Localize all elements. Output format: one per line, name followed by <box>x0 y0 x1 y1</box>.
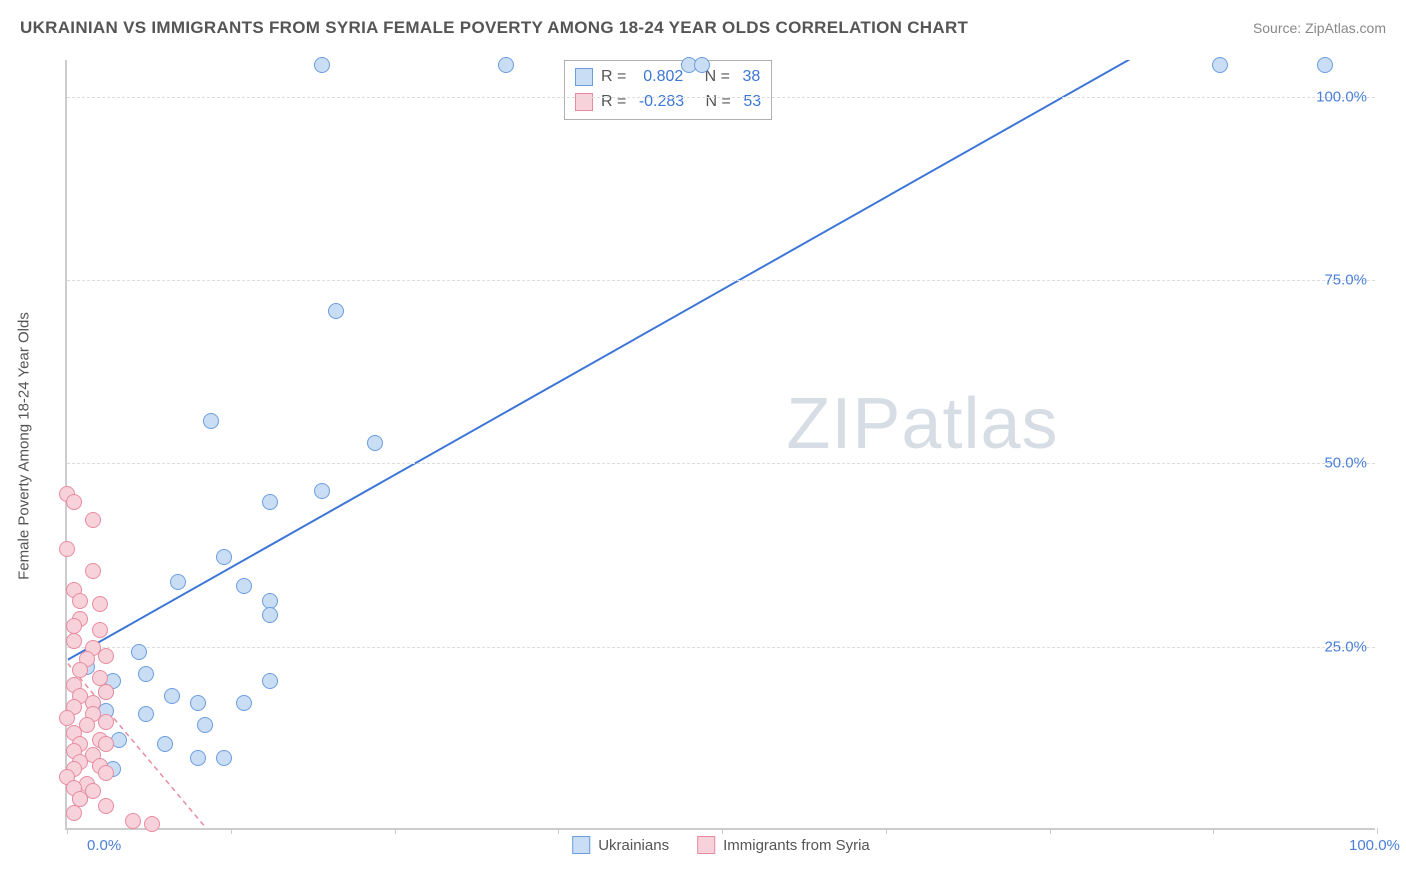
x-minor-tick-mark <box>558 828 559 834</box>
scatter-point <box>170 574 186 590</box>
scatter-point <box>92 670 108 686</box>
x-tick-mark <box>1377 828 1378 834</box>
scatter-point <box>98 798 114 814</box>
plot-area: ZIPatlas R = 0.802 N = 38 R = -0.283 N =… <box>65 60 1375 830</box>
stats-n-value-0: 38 <box>742 65 760 90</box>
legend-swatch-0 <box>572 836 590 854</box>
y-tick-label: 100.0% <box>1316 88 1367 105</box>
x-minor-tick-mark <box>886 828 887 834</box>
chart-title: UKRAINIAN VS IMMIGRANTS FROM SYRIA FEMAL… <box>20 18 968 38</box>
stats-n-value-1: 53 <box>743 90 761 115</box>
scatter-point <box>498 57 514 73</box>
scatter-point <box>236 695 252 711</box>
x-tick-label: 100.0% <box>1349 837 1400 854</box>
scatter-point <box>190 750 206 766</box>
scatter-point <box>164 688 180 704</box>
scatter-point <box>98 684 114 700</box>
scatter-point <box>367 435 383 451</box>
x-minor-tick-mark <box>395 828 396 834</box>
scatter-point <box>92 622 108 638</box>
y-axis-label: Female Poverty Among 18-24 Year Olds <box>16 312 33 580</box>
trend-lines <box>67 60 1375 828</box>
watermark-bold: ZIP <box>786 384 901 464</box>
stats-r-value-0: 0.802 <box>639 65 683 90</box>
scatter-point <box>328 303 344 319</box>
stats-r-label-1: R = <box>601 90 631 115</box>
legend-item-0: Ukrainians <box>572 836 669 854</box>
stats-r-label-0: R = <box>601 65 631 90</box>
legend-label-1: Immigrants from Syria <box>723 837 870 854</box>
gridline-h <box>67 280 1375 281</box>
x-minor-tick-mark <box>231 828 232 834</box>
scatter-point <box>262 673 278 689</box>
gridline-h <box>67 647 1375 648</box>
scatter-point <box>59 710 75 726</box>
gridline-h <box>67 97 1375 98</box>
scatter-point <box>85 563 101 579</box>
x-minor-tick-mark <box>1213 828 1214 834</box>
scatter-point <box>66 494 82 510</box>
scatter-point <box>262 607 278 623</box>
x-tick-mark <box>67 828 68 834</box>
scatter-point <box>1212 57 1228 73</box>
scatter-point <box>72 791 88 807</box>
source-attribution: Source: ZipAtlas.com <box>1253 20 1386 36</box>
scatter-point <box>98 736 114 752</box>
scatter-point <box>262 494 278 510</box>
y-tick-label: 75.0% <box>1324 272 1367 289</box>
gridline-h <box>67 463 1375 464</box>
scatter-point <box>131 644 147 660</box>
scatter-point <box>85 512 101 528</box>
watermark-thin: atlas <box>901 384 1058 464</box>
scatter-point <box>66 633 82 649</box>
stats-n-label-1: N = <box>692 90 735 115</box>
scatter-point <box>66 618 82 634</box>
scatter-point <box>125 813 141 829</box>
y-tick-label: 25.0% <box>1324 638 1367 655</box>
scatter-point <box>190 695 206 711</box>
legend-label-0: Ukrainians <box>598 837 669 854</box>
bottom-legend: Ukrainians Immigrants from Syria <box>572 836 870 854</box>
scatter-point <box>72 593 88 609</box>
scatter-point <box>203 413 219 429</box>
x-minor-tick-mark <box>1050 828 1051 834</box>
scatter-point <box>92 596 108 612</box>
scatter-point <box>138 666 154 682</box>
scatter-point <box>197 717 213 733</box>
scatter-point <box>72 662 88 678</box>
scatter-point <box>314 57 330 73</box>
x-tick-mark <box>722 828 723 834</box>
scatter-point <box>694 57 710 73</box>
scatter-point <box>98 714 114 730</box>
scatter-point <box>138 706 154 722</box>
scatter-point <box>98 648 114 664</box>
scatter-point <box>314 483 330 499</box>
scatter-point <box>59 541 75 557</box>
scatter-point <box>216 750 232 766</box>
scatter-point <box>1317 57 1333 73</box>
scatter-point <box>98 765 114 781</box>
x-tick-label: 0.0% <box>87 837 121 854</box>
legend-swatch-1 <box>697 836 715 854</box>
stats-r-value-1: -0.283 <box>639 90 684 115</box>
legend-item-1: Immigrants from Syria <box>697 836 870 854</box>
stats-row-1: R = -0.283 N = 53 <box>575 90 761 115</box>
header-row: UKRAINIAN VS IMMIGRANTS FROM SYRIA FEMAL… <box>20 18 1386 38</box>
stats-swatch-0 <box>575 68 593 86</box>
scatter-point <box>144 816 160 832</box>
scatter-point <box>66 805 82 821</box>
scatter-point <box>236 578 252 594</box>
stats-row-0: R = 0.802 N = 38 <box>575 65 761 90</box>
y-tick-label: 50.0% <box>1324 455 1367 472</box>
stats-box: R = 0.802 N = 38 R = -0.283 N = 53 <box>564 60 772 120</box>
watermark: ZIPatlas <box>786 383 1058 465</box>
scatter-point <box>262 593 278 609</box>
scatter-point <box>216 549 232 565</box>
scatter-point <box>157 736 173 752</box>
